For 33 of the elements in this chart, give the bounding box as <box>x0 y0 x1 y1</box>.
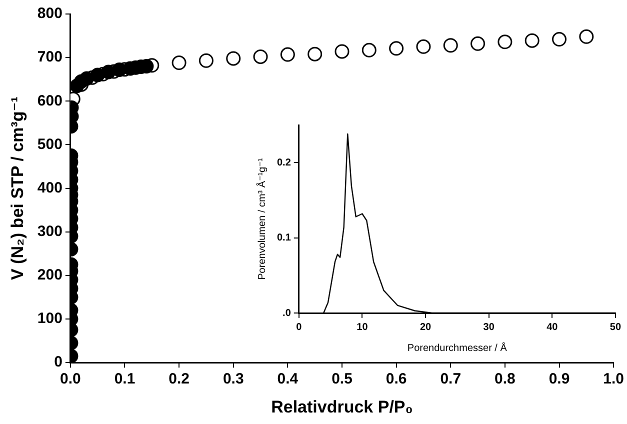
y-tick-label: 300 <box>37 223 62 240</box>
x-tick-label: 0.6 <box>386 370 407 388</box>
x-tick-label: 0.5 <box>332 370 352 388</box>
x-tick-label: 1.0 <box>603 370 624 388</box>
x-tick-label: 0.3 <box>222 370 244 388</box>
y-tick-label: 0.1 <box>276 232 292 244</box>
x-tick-label: 0.2 <box>168 370 190 388</box>
y-axis-title: V (N₂) bei STP / cm³g⁻¹ <box>8 96 27 280</box>
x-tick-label: 0.1 <box>114 370 136 388</box>
y-tick-label: 600 <box>37 92 62 110</box>
x-tick-label: 10 <box>356 322 368 333</box>
x-tick-label: 0.7 <box>440 370 462 388</box>
y-tick-label: 700 <box>37 48 62 66</box>
y-tick-label: 0.2 <box>276 157 292 168</box>
x-tick-label: 0 <box>296 322 302 333</box>
y-tick-label: 500 <box>37 136 62 153</box>
y-axis-title: Porenvolumen / cm³ Å⁻¹g⁻¹ <box>256 157 268 280</box>
x-tick-label: 0.4 <box>277 370 299 388</box>
x-tick-label: 20 <box>420 322 432 333</box>
x-tick-label: 50 <box>610 322 622 333</box>
y-tick-label: 400 <box>37 179 62 196</box>
x-axis-title: Porendurchmesser / Å <box>407 342 508 354</box>
x-tick-label: 0.8 <box>494 370 516 388</box>
y-tick-label: 800 <box>37 5 62 22</box>
y-tick-label: .0 <box>282 308 292 319</box>
x-axis-title: Relativdruck P/P₀ <box>271 397 413 416</box>
x-tick-label: 30 <box>483 322 495 333</box>
x-tick-label: 0.0 <box>60 370 81 388</box>
x-tick-label: 0.9 <box>548 370 570 388</box>
y-tick-label: 200 <box>37 266 62 284</box>
y-tick-label: 0 <box>54 354 62 371</box>
x-tick-label: 40 <box>546 322 558 333</box>
y-tick-label: 100 <box>37 310 62 328</box>
